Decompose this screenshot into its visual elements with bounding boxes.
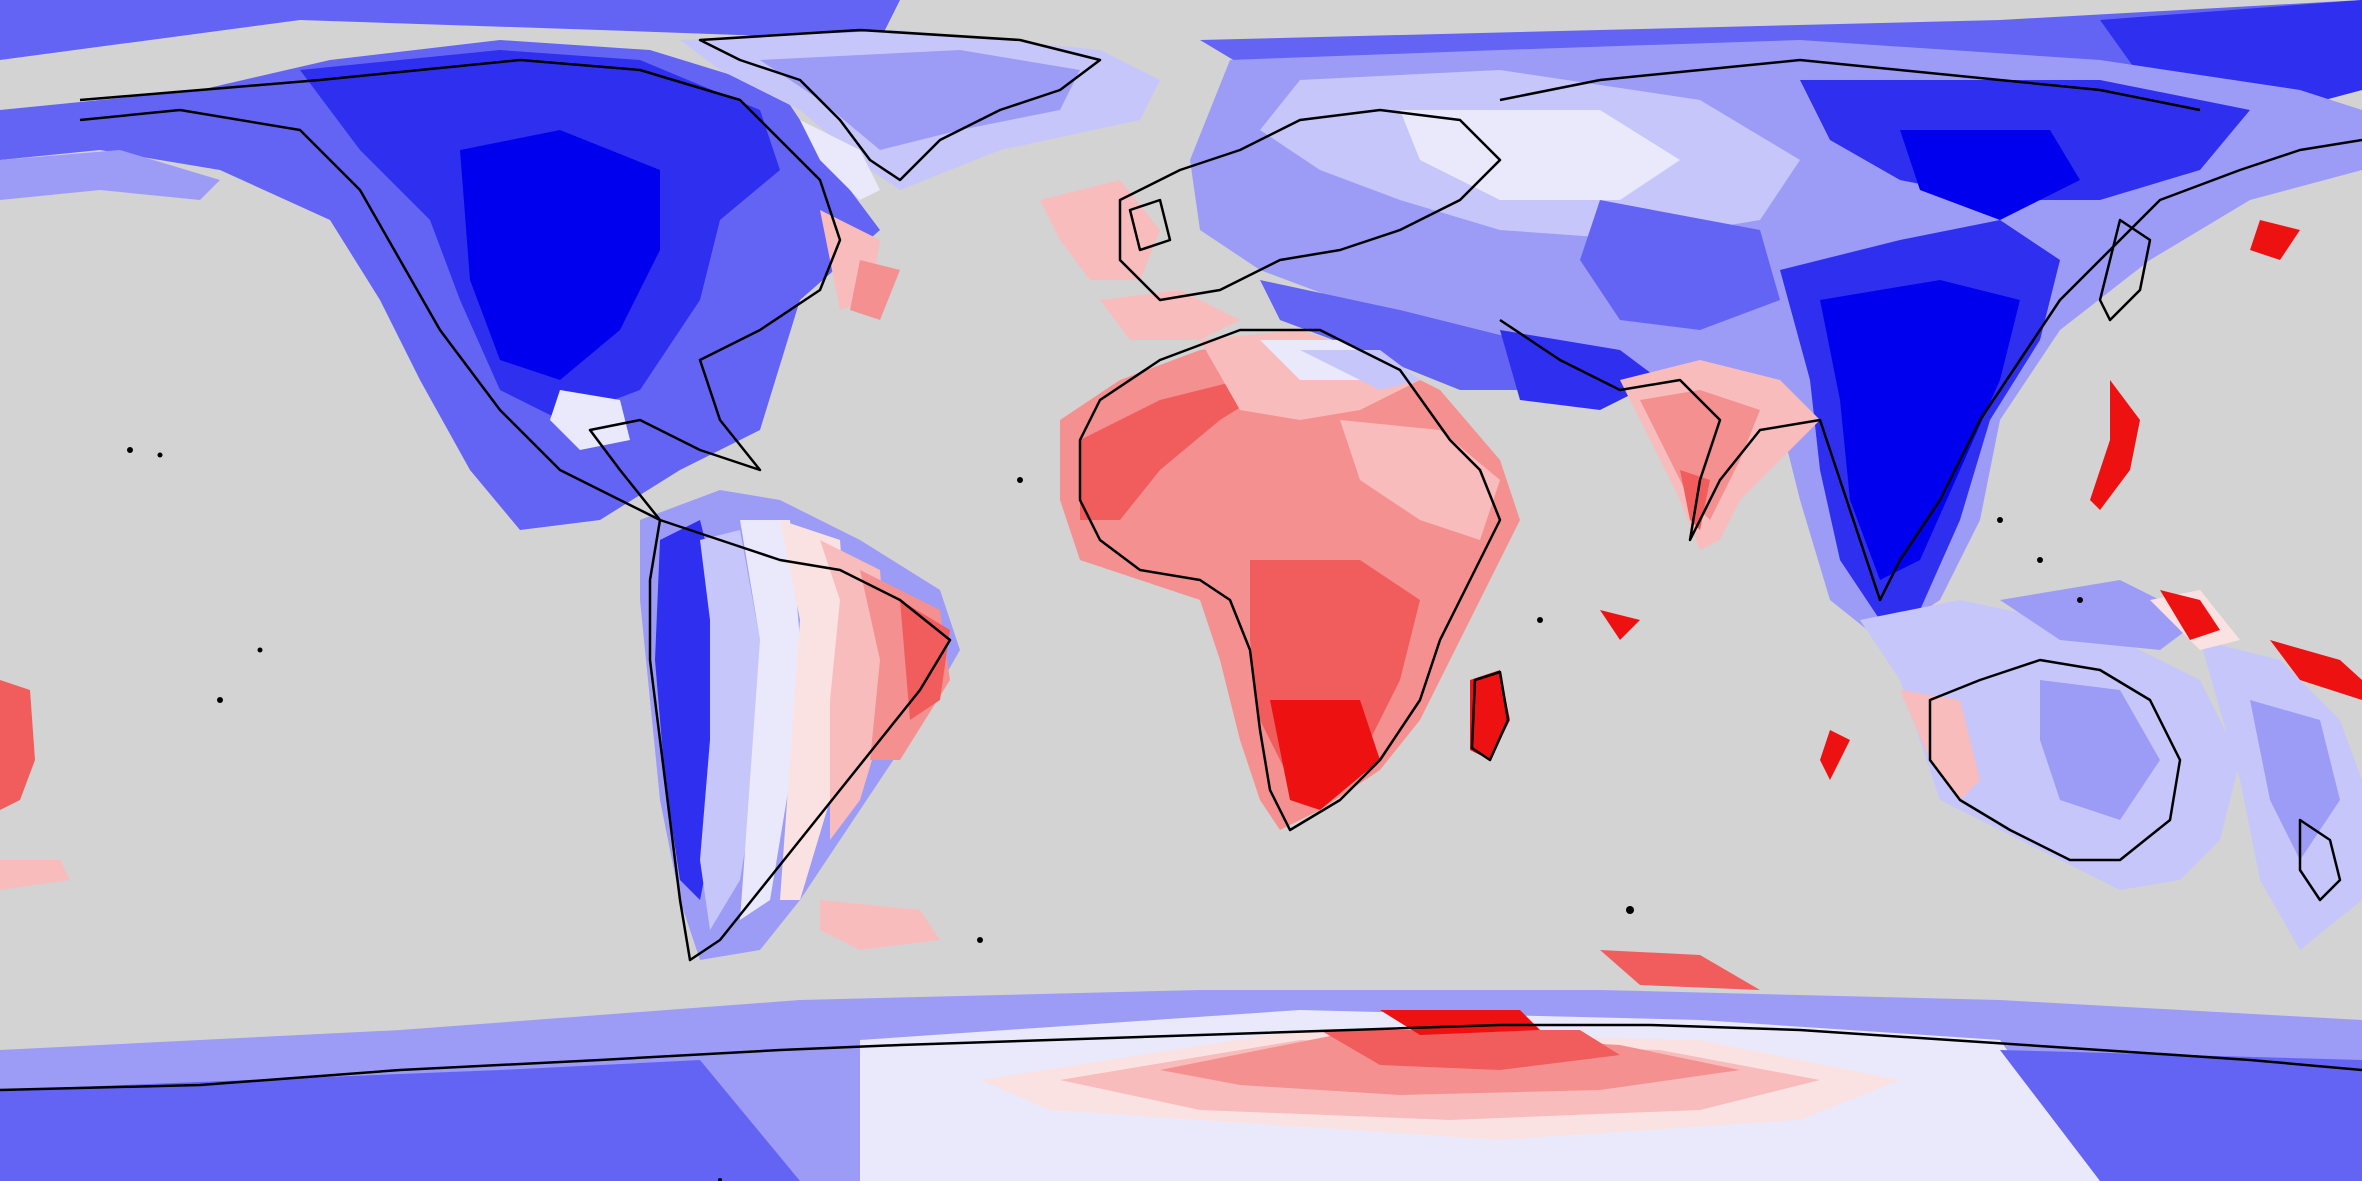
coastline-greenland — [698, 28, 1102, 182]
oceania-field — [1860, 580, 2362, 950]
coastline-new-zealand — [2298, 818, 2342, 902]
south-america-field — [640, 490, 960, 960]
islands — [127, 447, 2083, 1181]
coastlines — [0, 28, 2362, 1092]
coastline-europe — [1118, 108, 1502, 302]
coastline-japan — [2098, 218, 2152, 322]
africa-field — [1040, 180, 1520, 830]
eurasia-field — [1190, 40, 2362, 640]
coastline-uk — [1128, 198, 1172, 252]
pacific-red-strips — [0, 220, 2362, 890]
coastline-north-america — [79, 58, 842, 522]
north-america-field — [0, 40, 900, 530]
coastline-antarctica — [0, 1023, 2362, 1092]
greenland-field — [680, 30, 1160, 200]
coastline-australia — [1928, 658, 2182, 862]
coastline-asia — [1499, 58, 2362, 602]
coastline-madagascar — [1470, 670, 1510, 762]
coastline-africa — [1078, 328, 1502, 832]
coastline-south-america — [648, 518, 952, 962]
antarctica-field — [0, 950, 2362, 1181]
